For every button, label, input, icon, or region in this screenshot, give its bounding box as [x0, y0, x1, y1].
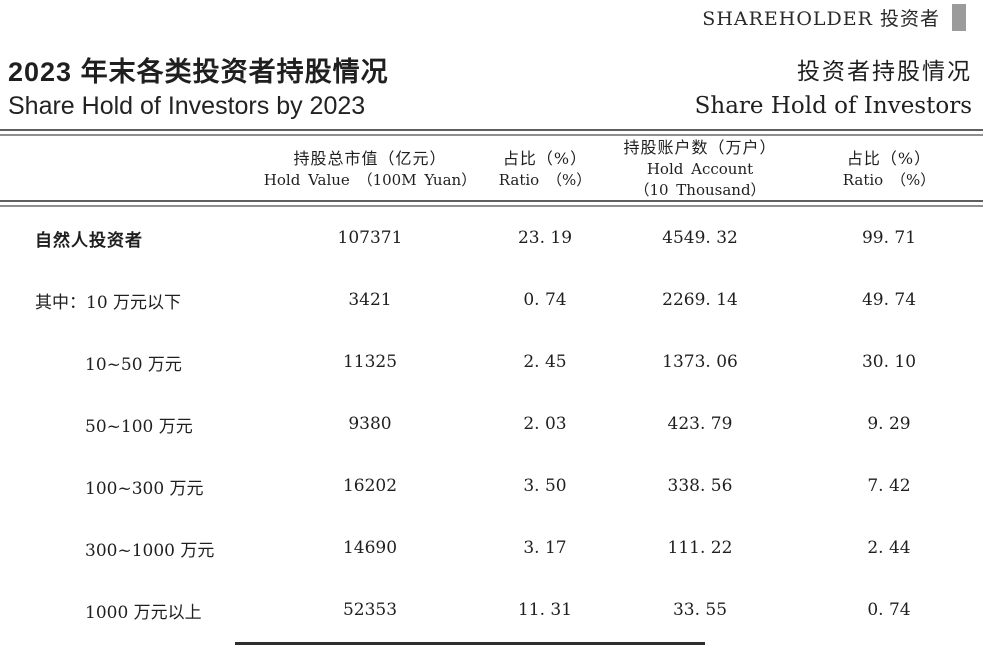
row-label: 50~100 万元	[85, 416, 193, 437]
ratio-cell: 11. 31	[517, 600, 573, 620]
table-title-zh: 投资者持股情况	[797, 59, 972, 85]
row-label: 自然人投资者	[35, 230, 143, 250]
ratio-cell: 3. 50	[523, 476, 567, 496]
title-divider-rule	[0, 129, 983, 136]
hold-account-cell: 1373. 06	[662, 352, 738, 372]
table-row: 其中：10 万元以下 3421 0. 74 2269. 14 49. 74	[0, 269, 983, 331]
table-row: 1000 万元以上 52353 11. 31 33. 55 0. 74	[0, 579, 983, 641]
page-title-zh: 2023 年末各类投资者持股情况	[8, 57, 389, 87]
ratio-cell: 3. 17	[523, 538, 567, 558]
page-bottom-rule	[235, 642, 705, 645]
table-row: 50~100 万元 9380 2. 03 423. 79 9. 29	[0, 393, 983, 455]
page-title-en: Share Hold of Investors by 2023	[8, 92, 366, 120]
header-label-spacer	[0, 136, 255, 201]
row-label: 100~300 万元	[85, 478, 204, 499]
hold-account-cell: 111. 22	[667, 538, 733, 558]
header-ratio-2: 占比（%） Ratio （%）	[795, 136, 983, 201]
ratio-cell: 2. 45	[523, 352, 567, 372]
page-running-header: SHAREHOLDER 投资者	[0, 0, 983, 32]
hold-value-cell: 9380	[348, 414, 392, 434]
header-hold-account-zh: 持股账户数（万户）	[623, 138, 777, 157]
table-row: 100~300 万元 16202 3. 50 338. 56 7. 42	[0, 455, 983, 517]
section-label: SHAREHOLDER 投资者	[702, 7, 940, 30]
table-header-row: 持股总市值（亿元） Hold Value （100M Yuan） 占比（%） R…	[0, 136, 983, 200]
hold-value-cell: 3421	[348, 290, 392, 310]
header-hold-account-en: Hold Account	[646, 160, 754, 178]
table-title-en: Share Hold of Investors	[694, 93, 972, 119]
header-hold-account: 持股账户数（万户） Hold Account （10 Thousand）	[605, 136, 795, 201]
ratio2-cell: 30. 10	[861, 352, 917, 372]
ratio-cell: 23. 19	[517, 228, 573, 248]
header-ratio-2-zh: 占比（%）	[846, 148, 932, 168]
hold-account-cell: 2269. 14	[662, 290, 738, 310]
ratio2-cell: 9. 29	[867, 414, 911, 434]
header-hold-value: 持股总市值（亿元） Hold Value （100M Yuan）	[255, 136, 485, 201]
ratio-cell: 0. 74	[523, 290, 567, 310]
hold-account-cell: 423. 79	[667, 414, 733, 434]
header-divider-rule	[0, 200, 983, 207]
ratio-cell: 2. 03	[523, 414, 567, 434]
hold-account-cell: 338. 56	[667, 476, 733, 496]
header-hold-value-zh: 持股总市值（亿元）	[293, 148, 447, 168]
hold-account-cell: 33. 55	[672, 600, 728, 620]
hold-value-cell: 107371	[337, 228, 403, 248]
hold-value-cell: 52353	[342, 600, 398, 620]
header-ratio-1-en: Ratio （%）	[498, 170, 592, 189]
table-row: 自然人投资者 107371 23. 19 4549. 32 99. 71	[0, 207, 983, 269]
ratio2-cell: 99. 71	[861, 228, 917, 248]
title-right: 投资者持股情况 Share Hold of Investors	[695, 55, 972, 123]
ratio2-cell: 2. 44	[867, 538, 911, 558]
title-left: 2023 年末各类投资者持股情况 Share Hold of Investors…	[8, 54, 389, 123]
ratio2-cell: 7. 42	[867, 476, 911, 496]
header-ratio-1: 占比（%） Ratio （%）	[485, 136, 605, 201]
header-ratio-2-en: Ratio （%）	[842, 170, 936, 189]
header-ratio-1-zh: 占比（%）	[502, 148, 588, 168]
corner-tab-bar	[952, 3, 966, 31]
table-row: 300~1000 万元 14690 3. 17 111. 22 2. 44	[0, 517, 983, 579]
hold-account-cell: 4549. 32	[662, 228, 738, 248]
hold-value-cell: 14690	[342, 538, 398, 558]
ratio2-cell: 0. 74	[867, 600, 911, 620]
row-label: 10~50 万元	[85, 354, 182, 375]
row-label: 其中：10 万元以下	[35, 292, 182, 313]
hold-value-cell: 16202	[342, 476, 398, 496]
row-label: 300~1000 万元	[85, 540, 215, 561]
title-block: 2023 年末各类投资者持股情况 Share Hold of Investors…	[0, 54, 983, 129]
header-hold-value-en: Hold Value （100M Yuan）	[263, 170, 477, 189]
table-row: 10~50 万元 11325 2. 45 1373. 06 30. 10	[0, 331, 983, 393]
hold-value-cell: 11325	[342, 352, 398, 372]
header-hold-account-en2: （10 Thousand）	[634, 181, 766, 199]
ratio2-cell: 49. 74	[861, 290, 917, 310]
row-label: 1000 万元以上	[85, 602, 202, 623]
